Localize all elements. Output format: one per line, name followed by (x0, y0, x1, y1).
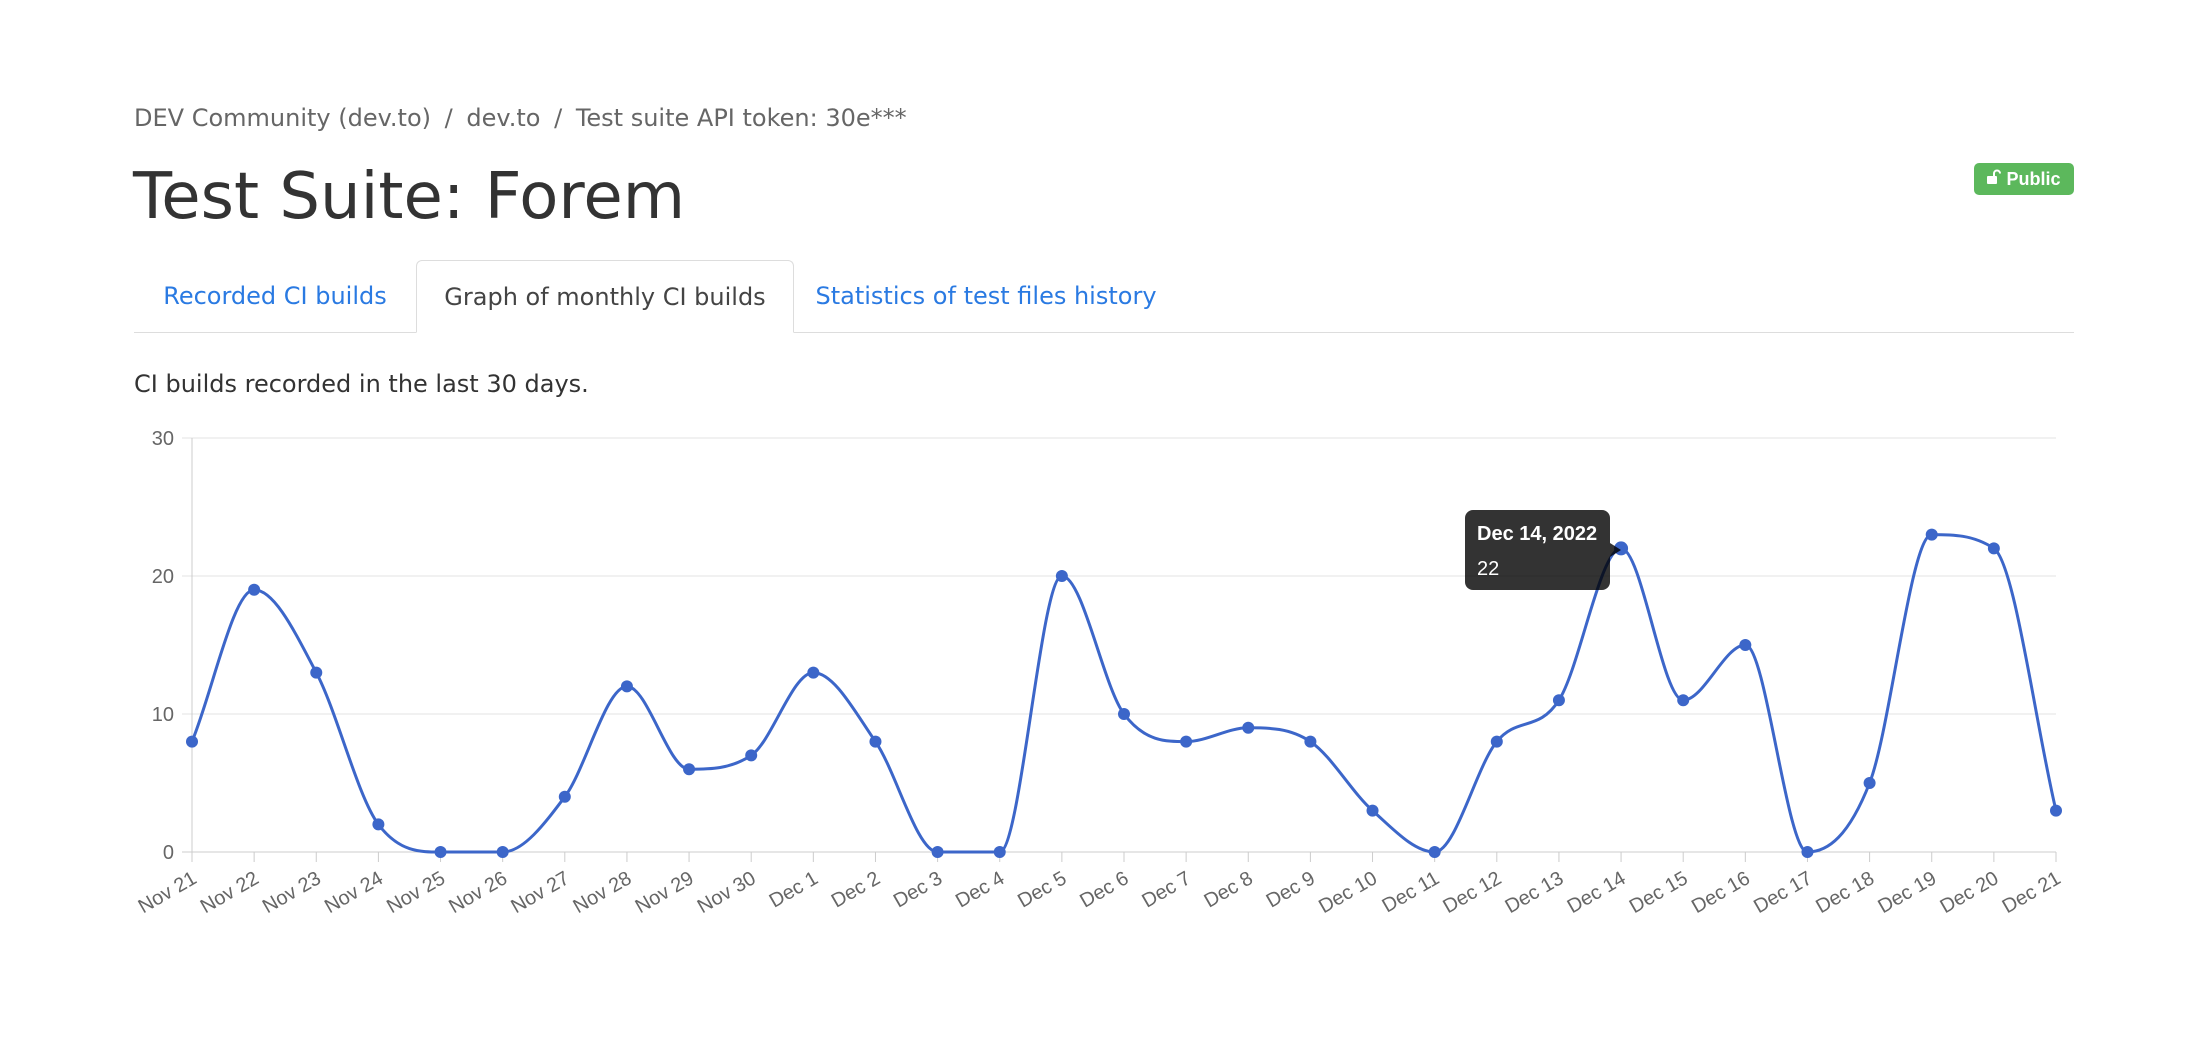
tab-bar: Recorded CI builds Graph of monthly CI b… (134, 260, 2074, 333)
x-tick-label: Dec 12 (1439, 867, 1505, 918)
x-tick-label: Nov 23 (259, 867, 325, 918)
x-tick-label: Dec 7 (1138, 867, 1194, 912)
x-tick-label: Dec 16 (1688, 867, 1754, 918)
data-point (869, 735, 882, 748)
x-tick-label: Dec 10 (1315, 867, 1381, 918)
breadcrumb: DEV Community (dev.to) / dev.to / Test s… (134, 104, 907, 132)
data-point (1925, 528, 1938, 541)
chart-tooltip: Dec 14, 2022 22 (1465, 510, 1621, 590)
data-point (745, 749, 758, 762)
data-point (620, 680, 633, 693)
unlock-icon (1987, 169, 2002, 190)
data-point (1428, 846, 1441, 858)
chart-description: CI builds recorded in the last 30 days. (134, 370, 589, 398)
data-point (186, 735, 198, 748)
x-tick-label: Dec 13 (1502, 867, 1568, 918)
series-line (190, 533, 2058, 854)
data-point (931, 846, 944, 858)
y-tick-label: 10 (152, 704, 174, 726)
x-tick-label: Dec 20 (1936, 867, 2002, 918)
y-tick-label: 0 (163, 842, 174, 864)
data-point (1304, 735, 1317, 748)
x-tick-label: Nov 28 (570, 867, 636, 918)
data-point (1055, 570, 1068, 582)
x-tick-label: Nov 30 (694, 867, 760, 918)
x-tick-label: Dec 2 (828, 867, 884, 912)
tab-recorded-ci-builds[interactable]: Recorded CI builds (163, 282, 387, 310)
page-title: Test Suite: Forem (133, 160, 686, 234)
data-point (1180, 735, 1193, 748)
x-tick-label: Dec 19 (1874, 867, 1940, 918)
x-tick-label: Dec 9 (1263, 867, 1319, 912)
data-point (993, 846, 1006, 858)
breadcrumb-separator: / (444, 104, 453, 132)
x-tick-label: Dec 3 (890, 867, 946, 912)
data-point (1739, 639, 1752, 651)
x-tick-label: Dec 6 (1076, 867, 1132, 912)
x-tick-label: Nov 24 (321, 867, 387, 918)
x-tick-label: Dec 18 (1812, 867, 1878, 918)
data-point (558, 790, 571, 803)
x-tick-label: Nov 26 (445, 867, 511, 918)
x-tick-label: Nov 27 (507, 867, 573, 918)
data-point (1677, 694, 1690, 707)
x-tick-label: Dec 8 (1201, 867, 1257, 912)
breadcrumb-test-suite: Test suite API token: 30e*** (575, 104, 907, 132)
breadcrumb-project[interactable]: dev.to (466, 104, 541, 132)
x-tick-label: Dec 17 (1750, 867, 1816, 918)
tooltip-title: Dec 14, 2022 (1477, 523, 1597, 545)
x-tick-label: Nov 29 (632, 867, 698, 918)
tooltip-caret (1610, 543, 1621, 557)
tooltip-value: 22 (1477, 558, 1499, 580)
data-point (1863, 777, 1876, 789)
x-tick-label: Dec 1 (766, 867, 822, 912)
data-point (1242, 721, 1255, 734)
data-point (1552, 694, 1565, 707)
data-point (1987, 542, 2000, 555)
data-point (807, 666, 820, 679)
data-point (1366, 804, 1379, 817)
data-point (1118, 708, 1130, 720)
x-tick-label: Dec 21 (1999, 867, 2065, 918)
x-tick-label: Dec 11 (1379, 867, 1444, 917)
data-point (2050, 804, 2062, 817)
tab-statistics-test-files-history[interactable]: Statistics of test files history (815, 282, 1157, 310)
public-badge: Public (1974, 163, 2074, 195)
data-point (1801, 846, 1814, 858)
x-tick-label: Dec 14 (1564, 867, 1630, 918)
data-point (496, 846, 509, 858)
x-tick-label: Nov 21 (135, 867, 201, 918)
y-tick-label: 20 (152, 566, 174, 588)
data-point (434, 846, 447, 858)
breadcrumb-separator: / (554, 104, 563, 132)
x-tick-label: Nov 25 (383, 867, 449, 918)
data-point (1490, 735, 1503, 748)
x-tick-label: Dec 15 (1626, 867, 1692, 918)
x-tick-label: Dec 4 (952, 867, 1008, 912)
tooltip-background (1465, 510, 1610, 590)
data-point (683, 763, 696, 776)
tab-graph-monthly-ci-builds[interactable]: Graph of monthly CI builds (416, 260, 794, 333)
breadcrumb-organization[interactable]: DEV Community (dev.to) (134, 104, 432, 132)
data-point (248, 583, 261, 596)
x-tick-label: Nov 22 (197, 867, 263, 918)
data-point (310, 666, 323, 679)
data-point (372, 818, 385, 831)
badge-label: Public (2006, 168, 2061, 189)
x-tick-label: Dec 5 (1014, 867, 1070, 912)
y-tick-label: 30 (152, 428, 174, 450)
